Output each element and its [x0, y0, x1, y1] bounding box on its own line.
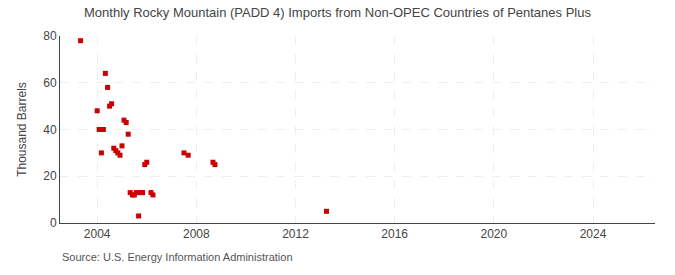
svg-text:Monthly Rocky Mountain (PADD 4: Monthly Rocky Mountain (PADD 4) Imports … — [84, 5, 591, 20]
svg-text:2012: 2012 — [282, 227, 309, 241]
svg-text:2008: 2008 — [183, 227, 210, 241]
svg-text:2004: 2004 — [84, 227, 111, 241]
svg-text:40: 40 — [43, 123, 57, 137]
svg-text:2024: 2024 — [580, 227, 607, 241]
svg-text:Source: U.S. Energy Informatio: Source: U.S. Energy Information Administ… — [62, 251, 293, 263]
svg-text:2016: 2016 — [381, 227, 408, 241]
svg-text:2020: 2020 — [480, 227, 507, 241]
svg-text:60: 60 — [43, 76, 57, 90]
svg-text:80: 80 — [43, 29, 57, 43]
svg-text:Thousand Barrels: Thousand Barrels — [15, 82, 29, 177]
svg-text:0: 0 — [50, 216, 57, 230]
svg-text:20: 20 — [43, 169, 57, 183]
